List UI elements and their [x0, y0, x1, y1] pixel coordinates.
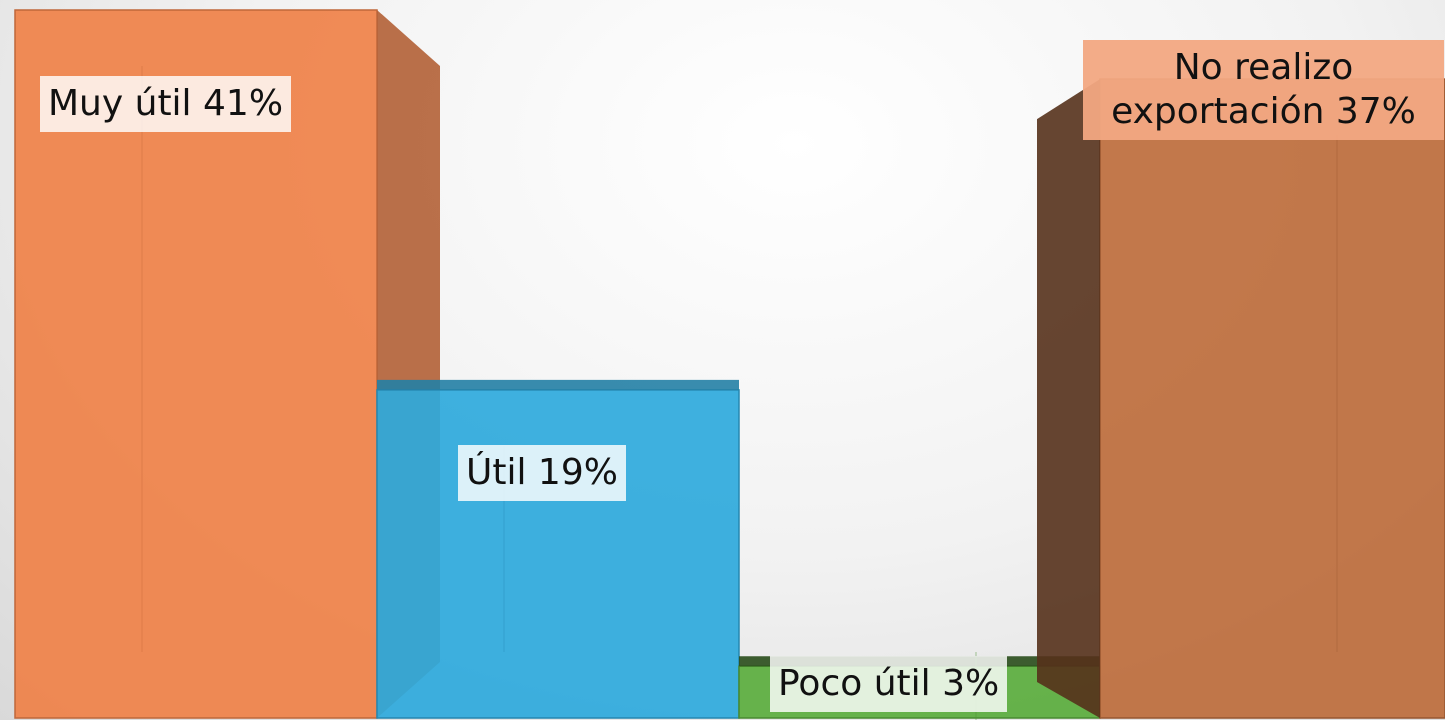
data-label: Útil 19% [458, 445, 626, 501]
bar-side [377, 379, 739, 390]
bar [376, 389, 740, 719]
data-label: Muy útil 41% [40, 76, 292, 132]
data-label: No realizo exportación 37% [1083, 40, 1444, 140]
bar [1099, 78, 1445, 719]
bar-side [1037, 79, 1100, 718]
data-label: Poco útil 3% [770, 656, 1008, 712]
